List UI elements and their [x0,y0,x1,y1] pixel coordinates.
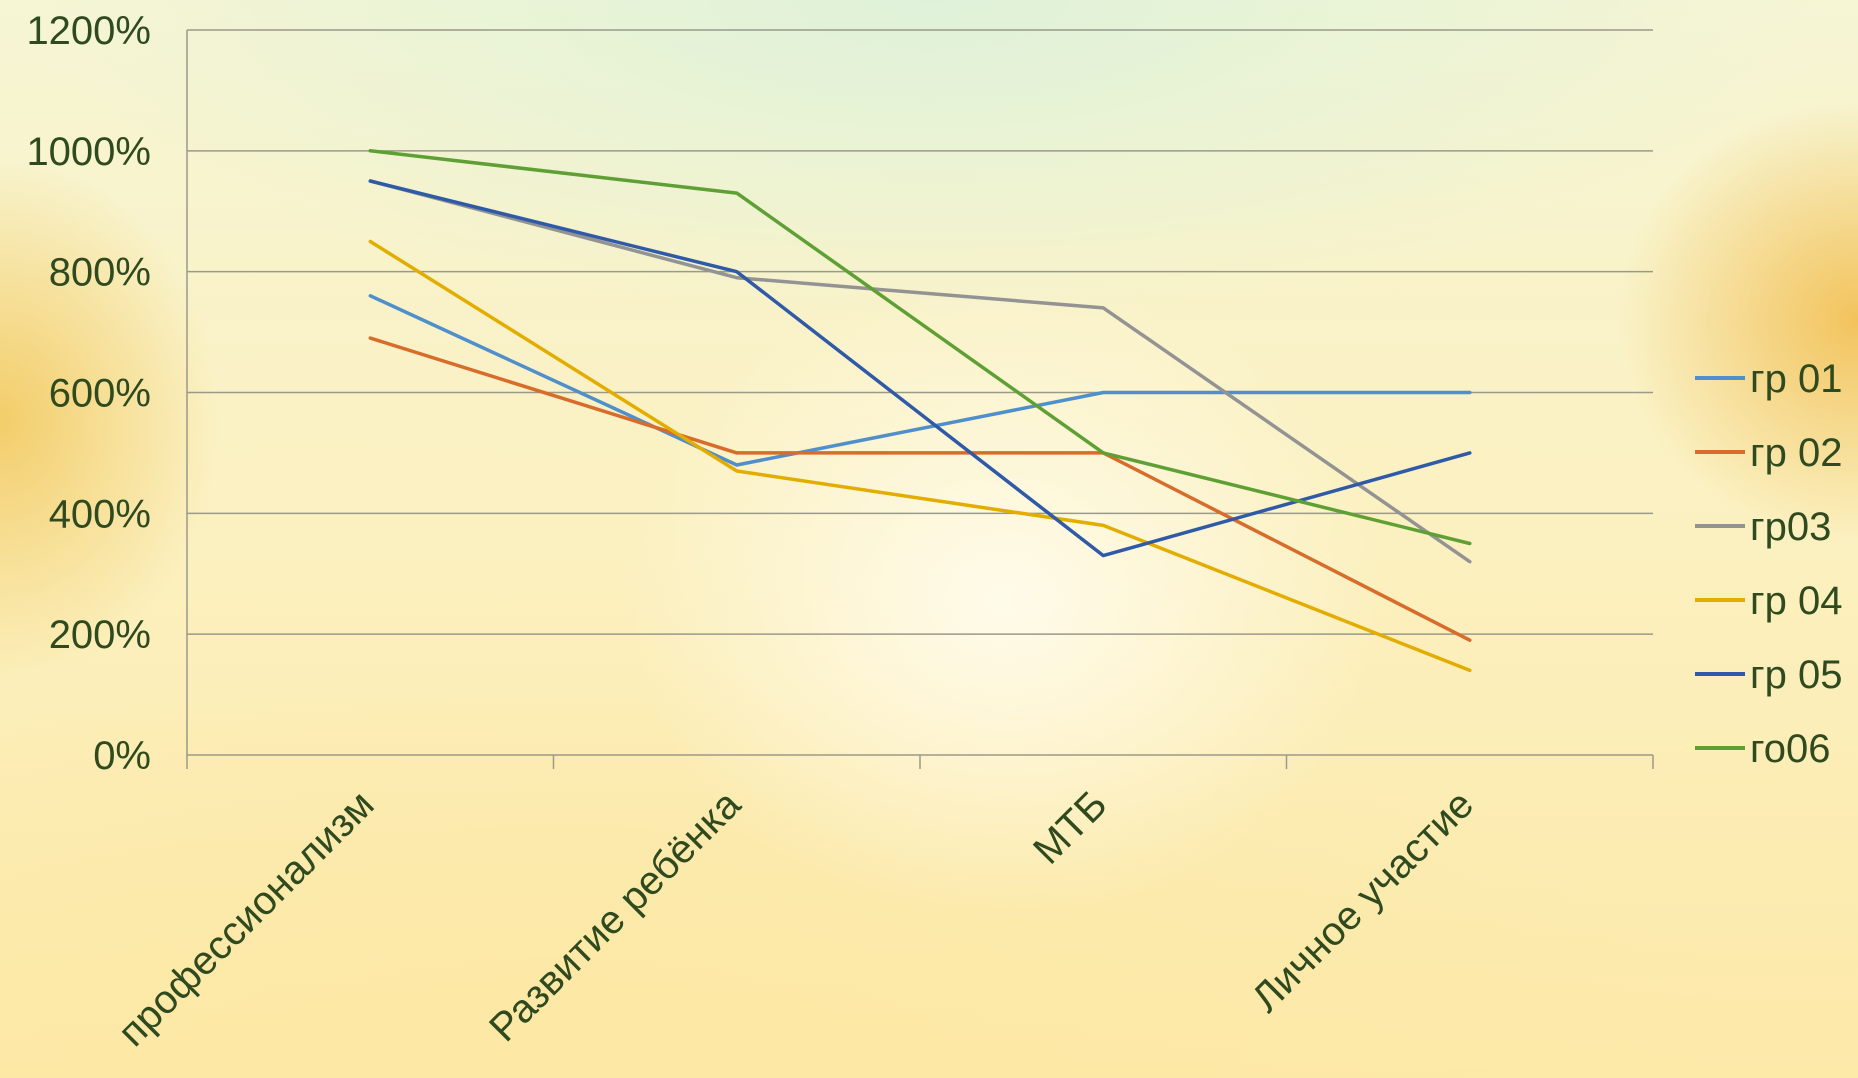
legend: гр 01 гр 02 гр03 гр 04 гр 05 го06 [1695,357,1842,771]
series-line-5 [368,179,1472,558]
series-line-3 [368,179,1472,564]
legend-label: гр 01 [1750,357,1842,401]
series-line-1 [368,294,1472,467]
y-tick-label: 600% [49,372,151,416]
y-tick-label: 0% [93,734,151,778]
y-tick-label: 200% [49,613,151,657]
x-category-label: Личное участие [1244,782,1482,1020]
y-tick-label: 1000% [26,130,151,174]
gridlines [187,29,1653,635]
legend-label: гр 02 [1750,431,1842,475]
legend-label: гр 04 [1750,579,1842,623]
series-line-2 [368,336,1472,642]
series-lines [368,149,1472,673]
y-tick-label: 1200% [26,9,151,53]
x-category-label: МТБ [1025,782,1116,873]
axes [186,30,1654,769]
legend-label: гр03 [1750,505,1831,549]
y-tick-label: 400% [49,492,151,536]
x-category-label: Развитие ребёнка [481,782,750,1051]
legend-label: го06 [1750,727,1830,771]
series-line-4 [368,239,1472,673]
y-axis-ticks: 0% 200% 400% 600% 800% 1000% 1200% [26,9,151,778]
series-line-6 [368,149,1472,546]
y-tick-label: 800% [49,251,151,295]
legend-label: гр 05 [1750,653,1842,697]
x-category-label: профессионализм [110,782,383,1055]
x-axis-categories: профессионализм Развитие ребёнка МТБ Личное… [110,782,1482,1055]
